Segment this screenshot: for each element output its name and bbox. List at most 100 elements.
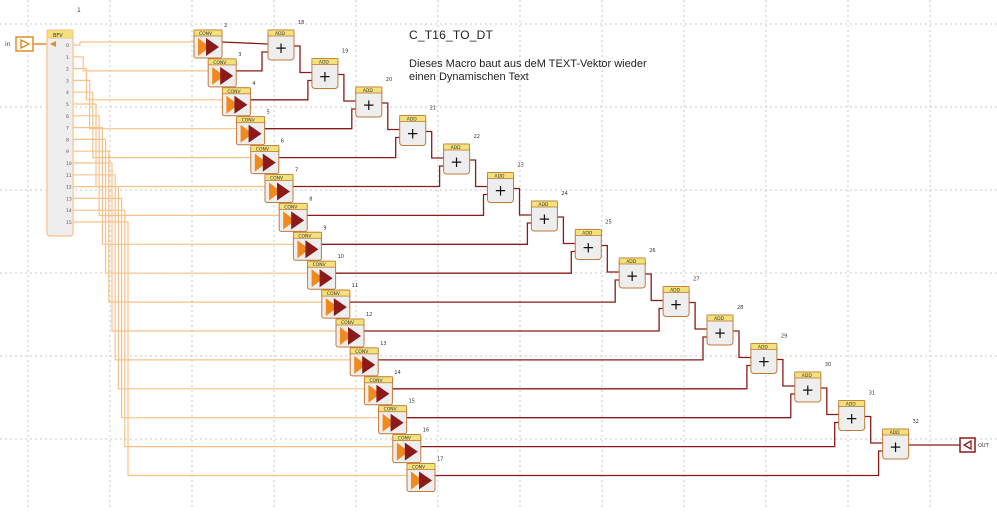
conv-arrow-dark: [234, 95, 248, 114]
add-block: 21 ADD +: [399, 106, 436, 146]
conv-block: 8 CONV: [278, 196, 312, 232]
conv-header: [349, 347, 379, 355]
add-id: 19: [342, 49, 348, 55]
add-header-label: ADD: [846, 402, 857, 408]
splitter-port-label: 4: [66, 90, 69, 96]
dark-wire: [645, 273, 664, 302]
conv-block: 14 CONV: [363, 370, 401, 406]
add-block: 31 ADD +: [838, 391, 875, 431]
add-header-label: ADD: [275, 31, 286, 37]
add-block: 18 ADD +: [267, 20, 304, 61]
orange-wire: [73, 68, 223, 101]
conv-header: [335, 318, 365, 326]
add-header: [794, 371, 822, 379]
conv-header-label: CONV: [313, 262, 327, 268]
add-header: [662, 286, 690, 293]
add-id: 25: [605, 220, 611, 226]
add-plus-symbol: +: [802, 381, 815, 399]
conv-id: 10: [338, 254, 344, 260]
conv-id: 16: [423, 428, 429, 434]
dark-wire: [864, 415, 883, 444]
conv-arrow-orange: [325, 298, 338, 317]
output-terminal: OUT: [959, 437, 990, 453]
conv-header: [278, 202, 308, 210]
conv-id: 8: [309, 196, 312, 202]
input-label: in: [5, 41, 11, 48]
conv-arrow-orange: [297, 240, 310, 259]
conv-header-label: CONV: [242, 118, 256, 124]
conv-arrow-orange: [311, 269, 324, 288]
conv-header: [193, 29, 223, 37]
conv-arrow-dark: [319, 269, 333, 288]
add-header: [882, 428, 909, 436]
orange-wire: [73, 209, 393, 448]
orange-wire: [73, 41, 194, 46]
splitter-header-label: BFV: [53, 33, 63, 39]
splitter-port-label: 14: [66, 208, 72, 214]
input-terminal: in: [5, 36, 47, 52]
add-header-label: ADD: [802, 373, 813, 379]
conv-arrow-dark: [348, 327, 361, 345]
orange-wire: [73, 150, 322, 303]
splitter-port-label: 1: [66, 55, 69, 61]
dark-wire: [250, 79, 312, 101]
add-header-label: ADD: [582, 231, 593, 237]
orange-wire: [73, 103, 265, 188]
macro-title: C_T16_TO_DT: [409, 28, 494, 42]
conv-arrow-dark: [333, 298, 347, 317]
splitter-port-label: 11: [66, 173, 72, 179]
add-plus-symbol: +: [670, 296, 683, 314]
conv-block: 3 CONV: [207, 52, 241, 88]
conv-header-label: CONV: [256, 147, 270, 153]
add-block: 24 ADD +: [530, 191, 568, 232]
add-header-label: ADD: [626, 259, 637, 265]
conv-header: [321, 289, 351, 297]
conv-header-label: CONV: [199, 31, 213, 37]
conv-id: 3: [238, 52, 241, 58]
add-id: 22: [474, 134, 480, 140]
output-box: [959, 437, 976, 453]
conv-header-label: CONV: [213, 60, 227, 66]
conv-header-label: CONV: [369, 378, 383, 384]
add-plus-symbol: +: [889, 438, 902, 456]
add-header: [750, 343, 778, 350]
conv-header: [307, 260, 337, 268]
add-header: [399, 115, 427, 122]
add-header: [443, 143, 471, 151]
conv-block: 12 CONV: [335, 312, 372, 348]
add-block: 23 ADD +: [487, 163, 524, 203]
conv-arrow-orange: [396, 442, 409, 461]
conv-header: [392, 434, 422, 442]
conv-arrow-orange: [354, 355, 367, 374]
conv-header-label: CONV: [298, 233, 312, 239]
dark-wire: [337, 73, 356, 102]
conv-arrow-orange: [368, 384, 381, 403]
conv-arrow-dark: [262, 153, 276, 172]
add-id: 27: [693, 277, 699, 283]
dark-wire: [349, 279, 620, 303]
add-id: 32: [913, 419, 919, 425]
conv-arrow-orange: [411, 471, 423, 490]
splitter-header: [46, 29, 74, 39]
macro-description: Dieses Macro baut aus deM TEXT-Vektor wi…: [409, 58, 729, 84]
conv-id: 12: [366, 312, 372, 318]
output-label: OUT: [978, 443, 990, 449]
splitter-port-label: 2: [66, 67, 69, 73]
orange-wire: [73, 91, 251, 159]
dark-wire: [392, 364, 751, 390]
conv-header-label: CONV: [355, 349, 369, 355]
add-header: [311, 58, 339, 65]
add-block: 32 ADD +: [882, 419, 919, 460]
add-block: 22 ADD +: [443, 134, 480, 175]
add-plus-symbol: +: [406, 125, 419, 143]
add-id: 21: [430, 106, 436, 112]
conv-id: 5: [267, 110, 270, 116]
dark-wire: [557, 216, 576, 245]
conv-id: 6: [281, 139, 284, 145]
add-header-label: ADD: [319, 60, 330, 66]
add-plus-symbol: +: [363, 96, 376, 114]
conv-arrow-dark: [419, 471, 432, 490]
splitter-port-label: 7: [66, 126, 69, 132]
